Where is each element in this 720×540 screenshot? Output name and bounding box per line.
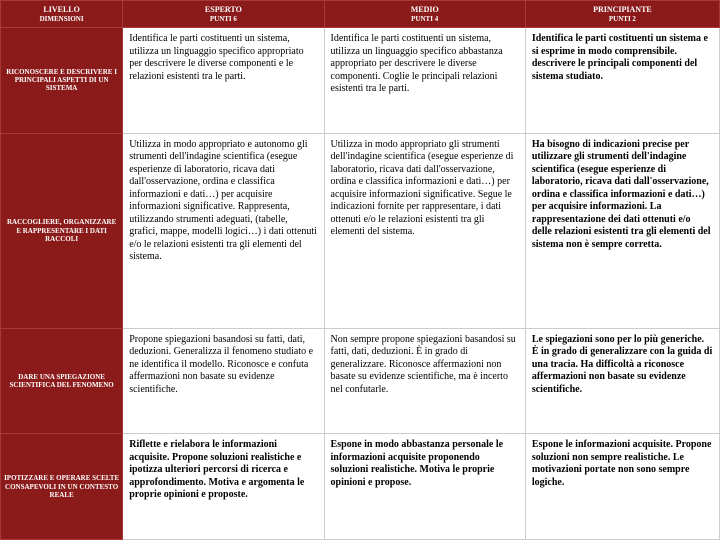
header-principiante: PRINCIPIANTE PUNTI 2: [525, 1, 719, 28]
cell-esperto: Utilizza in modo appropriato e autonomo …: [123, 133, 324, 328]
cell-medio: Non sempre propone spiegazioni basandosi…: [324, 328, 525, 434]
cell-medio: Identifica le parti costituenti un siste…: [324, 28, 525, 134]
row-label: IPOTIZZARE E OPERARE SCELTE CONSAPEVOLI …: [1, 434, 123, 540]
header-line1: MEDIO: [327, 5, 523, 14]
cell-principiante: Le spiegazioni sono per lo più generiche…: [525, 328, 719, 434]
cell-esperto: Riflette e rielabora le informazioni acq…: [123, 434, 324, 540]
cell-principiante: Identifica le parti costituenti un siste…: [525, 28, 719, 134]
header-line1: PRINCIPIANTE: [528, 5, 717, 14]
cell-esperto: Identifica le parti costituenti un siste…: [123, 28, 324, 134]
cell-medio: Utilizza in modo appropriato gli strumen…: [324, 133, 525, 328]
row-label: RACCOGLIERE, ORGANIZZARE E RAPPRESENTARE…: [1, 133, 123, 328]
header-line2: PUNTI 2: [528, 15, 717, 23]
table-row: DARE UNA SPIEGAZIONE SCIENTIFICA DEL FEN…: [1, 328, 720, 434]
rubric-table: LIVELLO DIMENSIONI ESPERTO PUNTI 6 MEDIO…: [0, 0, 720, 540]
cell-principiante: Ha bisogno di indicazioni precise per ut…: [525, 133, 719, 328]
header-line1: ESPERTO: [125, 5, 321, 14]
table-row: RICONOSCERE E DESCRIVERE I PRINCIPALI AS…: [1, 28, 720, 134]
header-medio: MEDIO PUNTI 4: [324, 1, 525, 28]
table-row: RACCOGLIERE, ORGANIZZARE E RAPPRESENTARE…: [1, 133, 720, 328]
row-label: DARE UNA SPIEGAZIONE SCIENTIFICA DEL FEN…: [1, 328, 123, 434]
header-dimensioni: LIVELLO DIMENSIONI: [1, 1, 123, 28]
cell-principiante: Espone le informazioni acquisite. Propon…: [525, 434, 719, 540]
row-label: RICONOSCERE E DESCRIVERE I PRINCIPALI AS…: [1, 28, 123, 134]
header-line1: LIVELLO: [3, 5, 120, 14]
table-row: IPOTIZZARE E OPERARE SCELTE CONSAPEVOLI …: [1, 434, 720, 540]
header-row: LIVELLO DIMENSIONI ESPERTO PUNTI 6 MEDIO…: [1, 1, 720, 28]
header-line2: DIMENSIONI: [3, 15, 120, 23]
header-line2: PUNTI 6: [125, 15, 321, 23]
table-body: RICONOSCERE E DESCRIVERE I PRINCIPALI AS…: [1, 28, 720, 540]
header-esperto: ESPERTO PUNTI 6: [123, 1, 324, 28]
cell-esperto: Propone spiegazioni basandosi su fatti, …: [123, 328, 324, 434]
cell-medio: Espone in modo abbastanza personale le i…: [324, 434, 525, 540]
header-line2: PUNTI 4: [327, 15, 523, 23]
